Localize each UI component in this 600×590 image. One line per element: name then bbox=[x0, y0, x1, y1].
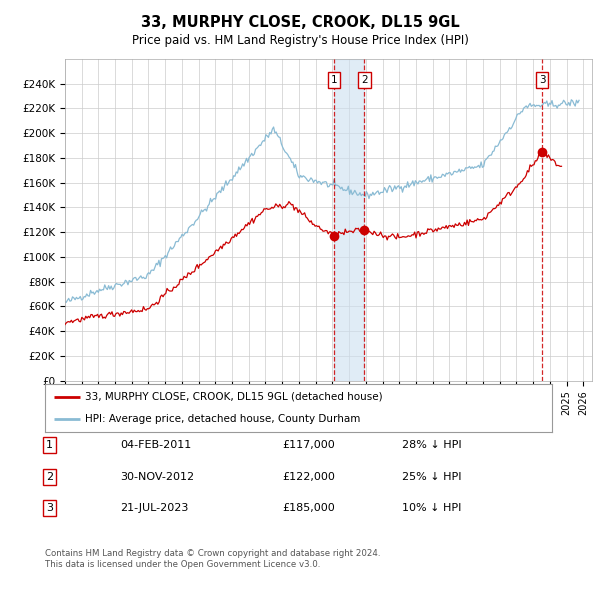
Text: 3: 3 bbox=[46, 503, 53, 513]
Text: 2: 2 bbox=[46, 472, 53, 481]
Text: 10% ↓ HPI: 10% ↓ HPI bbox=[402, 503, 461, 513]
Text: 33, MURPHY CLOSE, CROOK, DL15 9GL: 33, MURPHY CLOSE, CROOK, DL15 9GL bbox=[140, 15, 460, 30]
Text: 1: 1 bbox=[331, 75, 337, 85]
Text: 30-NOV-2012: 30-NOV-2012 bbox=[120, 472, 194, 481]
Text: 25% ↓ HPI: 25% ↓ HPI bbox=[402, 472, 461, 481]
Text: 1: 1 bbox=[46, 441, 53, 450]
Text: 2: 2 bbox=[361, 75, 368, 85]
Text: £122,000: £122,000 bbox=[282, 472, 335, 481]
Bar bbox=[334, 59, 364, 381]
Text: This data is licensed under the Open Government Licence v3.0.: This data is licensed under the Open Gov… bbox=[45, 560, 320, 569]
Text: £117,000: £117,000 bbox=[282, 441, 335, 450]
Text: Price paid vs. HM Land Registry's House Price Index (HPI): Price paid vs. HM Land Registry's House … bbox=[131, 34, 469, 47]
Text: 04-FEB-2011: 04-FEB-2011 bbox=[120, 441, 191, 450]
Text: 33, MURPHY CLOSE, CROOK, DL15 9GL (detached house): 33, MURPHY CLOSE, CROOK, DL15 9GL (detac… bbox=[85, 392, 382, 402]
Text: £185,000: £185,000 bbox=[282, 503, 335, 513]
Text: HPI: Average price, detached house, County Durham: HPI: Average price, detached house, Coun… bbox=[85, 414, 360, 424]
Text: Contains HM Land Registry data © Crown copyright and database right 2024.: Contains HM Land Registry data © Crown c… bbox=[45, 549, 380, 558]
Text: 21-JUL-2023: 21-JUL-2023 bbox=[120, 503, 188, 513]
Text: 28% ↓ HPI: 28% ↓ HPI bbox=[402, 441, 461, 450]
Text: 3: 3 bbox=[539, 75, 545, 85]
